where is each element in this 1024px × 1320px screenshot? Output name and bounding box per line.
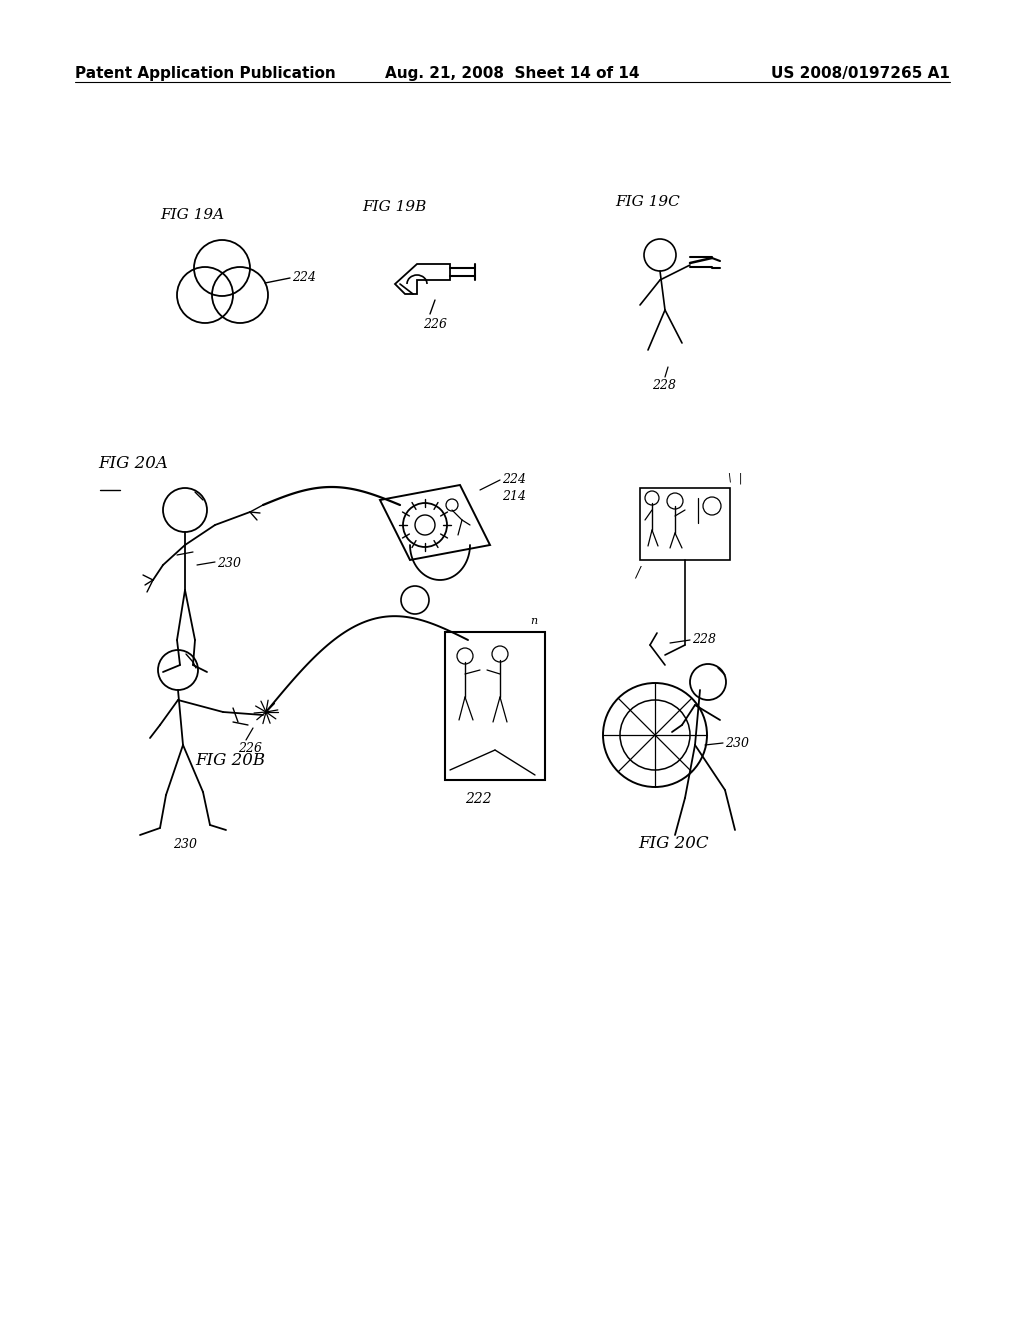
Text: 230: 230 — [217, 557, 241, 570]
Text: US 2008/0197265 A1: US 2008/0197265 A1 — [771, 66, 950, 81]
Text: FIG 20C: FIG 20C — [638, 836, 709, 851]
Text: 214: 214 — [502, 490, 526, 503]
Text: Aug. 21, 2008  Sheet 14 of 14: Aug. 21, 2008 Sheet 14 of 14 — [385, 66, 639, 81]
Text: 224: 224 — [502, 473, 526, 486]
Text: FIG 20A: FIG 20A — [98, 455, 168, 473]
Text: \  |: \ | — [728, 473, 742, 484]
Text: 228: 228 — [692, 634, 716, 645]
Text: n: n — [530, 616, 538, 626]
Text: FIG 20B: FIG 20B — [195, 752, 265, 770]
Text: 228: 228 — [652, 379, 676, 392]
Text: 224: 224 — [292, 271, 316, 284]
Text: 230: 230 — [173, 838, 197, 851]
Text: 222: 222 — [465, 792, 492, 807]
Text: FIG 19A: FIG 19A — [160, 209, 224, 222]
Text: FIG 19C: FIG 19C — [615, 195, 680, 209]
Text: FIG 19B: FIG 19B — [362, 201, 426, 214]
Text: Patent Application Publication: Patent Application Publication — [75, 66, 336, 81]
Text: 230: 230 — [725, 737, 749, 750]
Text: 226: 226 — [238, 742, 262, 755]
Text: 226: 226 — [423, 318, 447, 331]
Text: /: / — [635, 565, 640, 579]
